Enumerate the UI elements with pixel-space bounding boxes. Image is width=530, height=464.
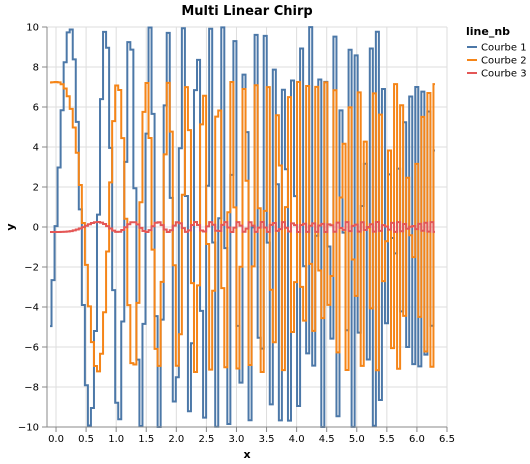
grid [47, 26, 448, 428]
legend-label: Courbe 2 [481, 56, 527, 67]
y-axis-title: y [4, 223, 17, 230]
y-tick-label: 10 [26, 23, 39, 34]
y-tick-label: −6 [24, 343, 39, 354]
x-tick-label: 6.0 [409, 434, 425, 445]
x-tick-label: 4.0 [289, 434, 305, 445]
x-tick-label: 3.5 [259, 434, 275, 445]
legend: line_nb Courbe 1 Courbe 2 Courbe 3 [466, 25, 527, 80]
x-tick-label: 4.5 [319, 434, 335, 445]
y-tick-label: 8 [33, 63, 39, 74]
y-tick-label: −10 [18, 423, 39, 434]
x-axis-title: x [243, 448, 250, 461]
legend-label: Courbe 1 [481, 43, 527, 54]
x-tick-label: 0.5 [78, 434, 94, 445]
x-tick-label: 3.0 [229, 434, 245, 445]
x-tick-label: 2.0 [168, 434, 184, 445]
y-tick-label: −2 [24, 263, 39, 274]
x-tick-label: 0.0 [48, 434, 64, 445]
x-tick-label: 5.0 [349, 434, 365, 445]
y-tick-label: −4 [24, 303, 39, 314]
x-tick-label: 6.5 [439, 434, 455, 445]
series-line [50, 221, 435, 233]
series-line [50, 81, 435, 373]
y-tick-label: 0 [33, 223, 39, 234]
x-tick-label: 5.5 [379, 434, 395, 445]
legend-label: Courbe 3 [481, 69, 527, 80]
y-tick-label: −8 [24, 383, 39, 394]
chart-title: Multi Linear Chirp [181, 4, 312, 19]
x-tick-label: 1.5 [138, 434, 154, 445]
y-tick-label: 4 [33, 143, 39, 154]
y-tick-label: 2 [33, 183, 39, 194]
axes [42, 26, 448, 432]
y-tick-label: 6 [33, 103, 39, 114]
series-group [50, 26, 435, 428]
tick-labels: 0.0 0.5 1.0 1.5 2.0 2.5 3.0 3.5 4.0 4.5 5.0 5.5 6.0 6… [18, 23, 455, 446]
legend-title: line_nb [466, 25, 510, 38]
x-tick-label: 2.5 [198, 434, 214, 445]
x-tick-label: 1.0 [108, 434, 124, 445]
